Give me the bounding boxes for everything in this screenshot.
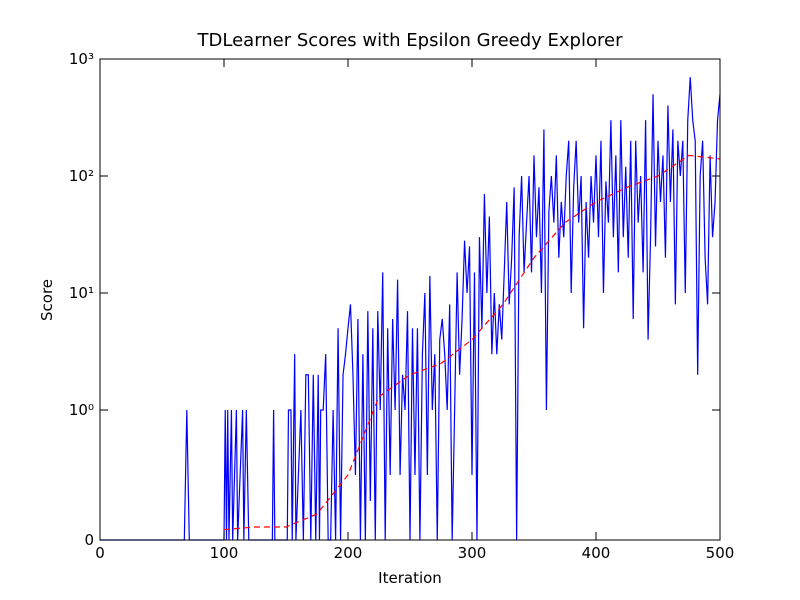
y-tick-label: 10¹ <box>69 284 94 302</box>
y-tick-label: 0 <box>84 531 94 549</box>
plot-area <box>100 77 721 541</box>
x-tick-label: 300 <box>458 544 487 562</box>
y-tick-label: 10⁰ <box>69 401 94 419</box>
x-tick-label: 400 <box>582 544 611 562</box>
x-tick-label: 0 <box>95 544 105 562</box>
data-line <box>223 154 721 531</box>
y-tick-label: 10³ <box>69 50 94 68</box>
x-axis-label: Iteration <box>378 569 442 587</box>
x-tick-label: 500 <box>706 544 735 562</box>
data-line <box>100 77 721 541</box>
axes-frame <box>99 58 721 541</box>
x-tick-label: 200 <box>334 544 363 562</box>
y-axis-label: Score <box>38 279 56 321</box>
y-tick-label: 10² <box>69 167 94 185</box>
x-tick-label: 100 <box>210 544 239 562</box>
chart-title: TDLearner Scores with Epsilon Greedy Exp… <box>197 30 624 51</box>
